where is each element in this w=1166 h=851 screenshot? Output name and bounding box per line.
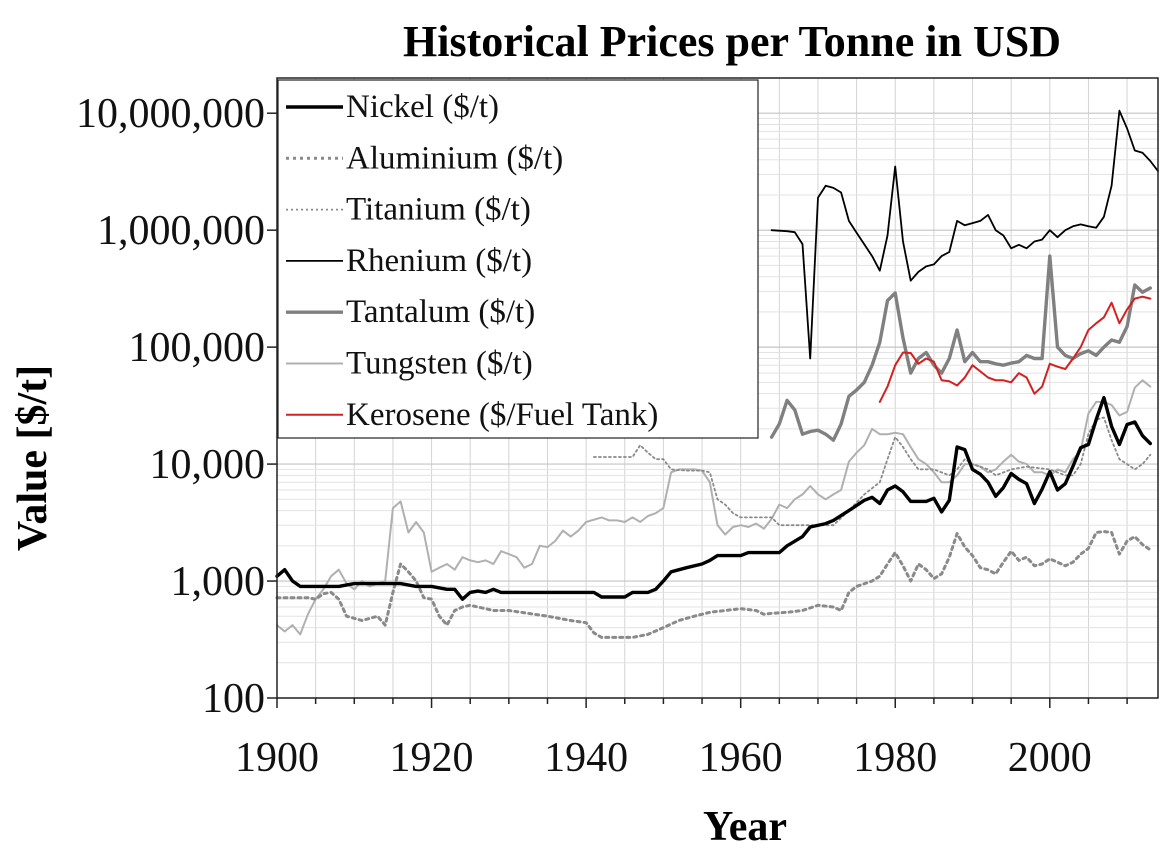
y-tick-label: 1,000	[171, 559, 266, 605]
series-line-tungsten	[276, 379, 1152, 636]
y-tick-label: 100	[202, 676, 265, 722]
x-tick-label: 1920	[390, 735, 474, 781]
x-axis-title: Year	[703, 804, 787, 850]
legend-entry-label: Nickel ($/t)	[346, 89, 499, 125]
series-line-tantalum	[769, 254, 1152, 442]
x-tick-label: 2000	[1008, 735, 1092, 781]
x-tick-label: 1900	[235, 735, 319, 781]
legend-entry-label: Tungsten ($/t)	[346, 346, 533, 382]
series-line-titanium	[593, 416, 1152, 527]
legend-entry-label: Tantalum ($/t)	[346, 294, 535, 330]
y-tick-label: 10,000	[150, 442, 266, 488]
series-line-nickel	[275, 395, 1152, 601]
x-tick-label: 1940	[544, 735, 628, 781]
plot-frame	[276, 77, 1159, 699]
series-line-kerosene	[878, 295, 1152, 403]
series-lines	[275, 109, 1159, 639]
x-tick-label: 1960	[699, 735, 783, 781]
y-tick-label: 10,000,000	[76, 91, 265, 137]
legend-entry-label: Aluminium ($/t)	[346, 140, 563, 176]
series-line-rhenium	[770, 109, 1159, 360]
y-tick-label: 100,000	[129, 325, 266, 371]
axes: 100 1,000 10,000 100,000 1,000,000 10,000,000…	[76, 91, 1128, 781]
series-line-aluminium	[275, 530, 1152, 639]
y-axis-title: Value [$/t]	[10, 365, 56, 551]
legend-box	[277, 79, 759, 439]
y-tick-label: 1,000,000	[97, 208, 265, 254]
legend-entry-label: Kerosene ($/Fuel Tank)	[346, 397, 658, 433]
legend-entry-label: Titanium ($/t)	[346, 192, 531, 228]
legend: Nickel ($/t) Aluminium ($/t) Titanium ($/t…	[277, 79, 759, 439]
x-tick-label: 1980	[853, 735, 937, 781]
legend-entry-label: Rhenium ($/t)	[346, 243, 532, 279]
chart-title: Historical Prices per Tonne in USD	[403, 17, 1061, 66]
